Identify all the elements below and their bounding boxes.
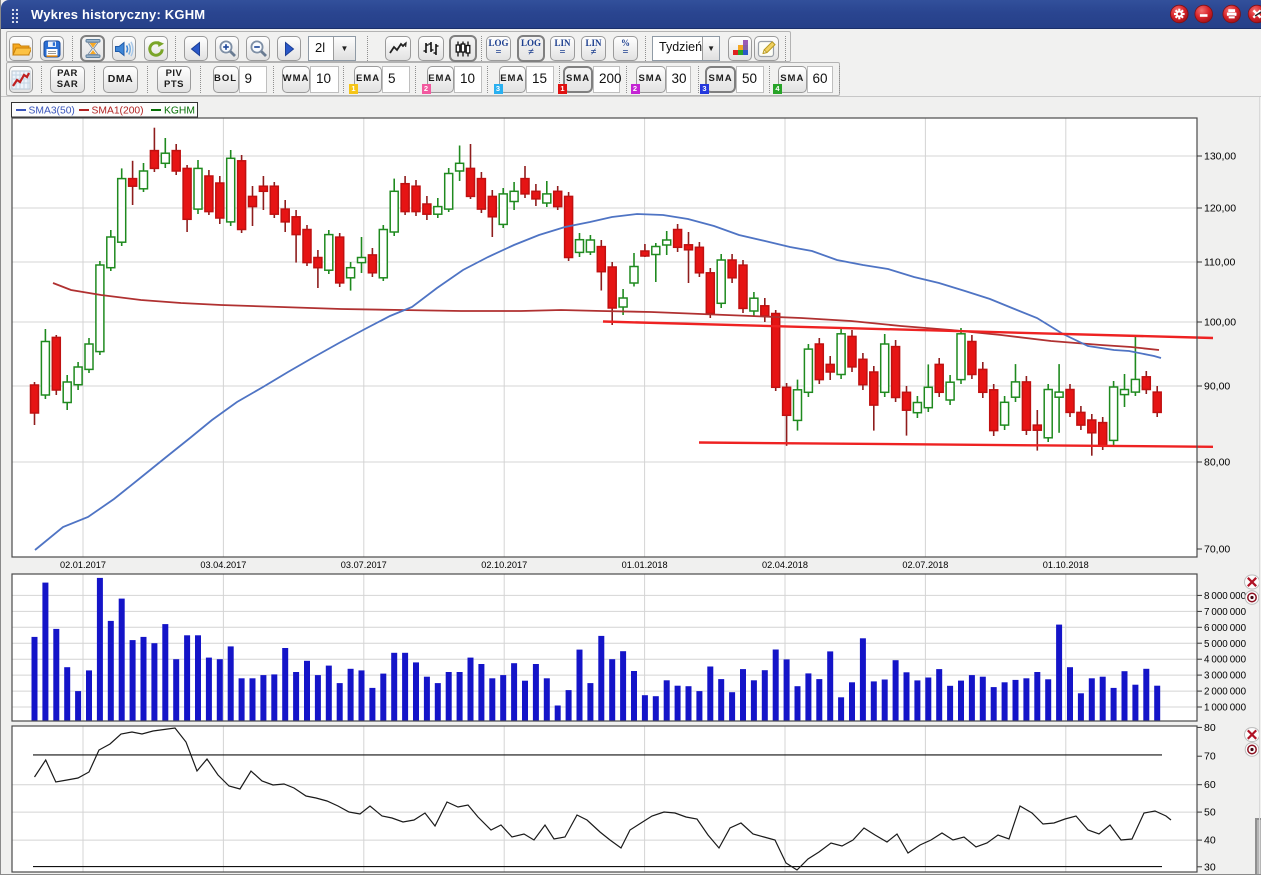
svg-text:6 000 000: 6 000 000: [1204, 623, 1247, 634]
svg-text:60: 60: [1204, 779, 1216, 791]
svg-text:40: 40: [1204, 835, 1216, 847]
svg-text:01.10.2018: 01.10.2018: [1043, 560, 1089, 570]
svg-text:03.04.2017: 03.04.2017: [200, 560, 246, 570]
svg-text:110,00: 110,00: [1204, 257, 1235, 269]
svg-text:120,00: 120,00: [1204, 203, 1236, 215]
svg-text:02.10.2017: 02.10.2017: [481, 560, 527, 570]
svg-text:80,00: 80,00: [1204, 457, 1230, 469]
svg-text:8 000 000: 8 000 000: [1204, 591, 1247, 602]
svg-text:SMA3(50): SMA3(50): [29, 105, 75, 116]
svg-text:70: 70: [1204, 751, 1216, 763]
svg-text:01.01.2018: 01.01.2018: [622, 560, 668, 570]
svg-text:100,00: 100,00: [1204, 317, 1236, 329]
svg-text:02.07.2018: 02.07.2018: [902, 560, 948, 570]
svg-text:7 000 000: 7 000 000: [1204, 607, 1247, 618]
svg-text:70,00: 70,00: [1204, 544, 1230, 556]
svg-text:02.04.2018: 02.04.2018: [762, 560, 808, 570]
svg-text:50: 50: [1204, 807, 1216, 819]
svg-text:02.01.2017: 02.01.2017: [60, 560, 106, 570]
svg-text:1 000 000: 1 000 000: [1204, 703, 1247, 714]
svg-text:2 000 000: 2 000 000: [1204, 687, 1247, 698]
svg-text:80: 80: [1204, 722, 1216, 734]
svg-text:03.07.2017: 03.07.2017: [341, 560, 387, 570]
svg-text:KGHM: KGHM: [164, 105, 195, 116]
svg-text:90,00: 90,00: [1204, 381, 1230, 393]
svg-text:3 000 000: 3 000 000: [1204, 671, 1247, 682]
svg-text:5 000 000: 5 000 000: [1204, 639, 1247, 650]
svg-text:130,00: 130,00: [1204, 151, 1236, 163]
svg-text:30: 30: [1204, 861, 1216, 873]
svg-text:SMA1(200): SMA1(200): [92, 105, 144, 116]
svg-text:4 000 000: 4 000 000: [1204, 655, 1247, 666]
